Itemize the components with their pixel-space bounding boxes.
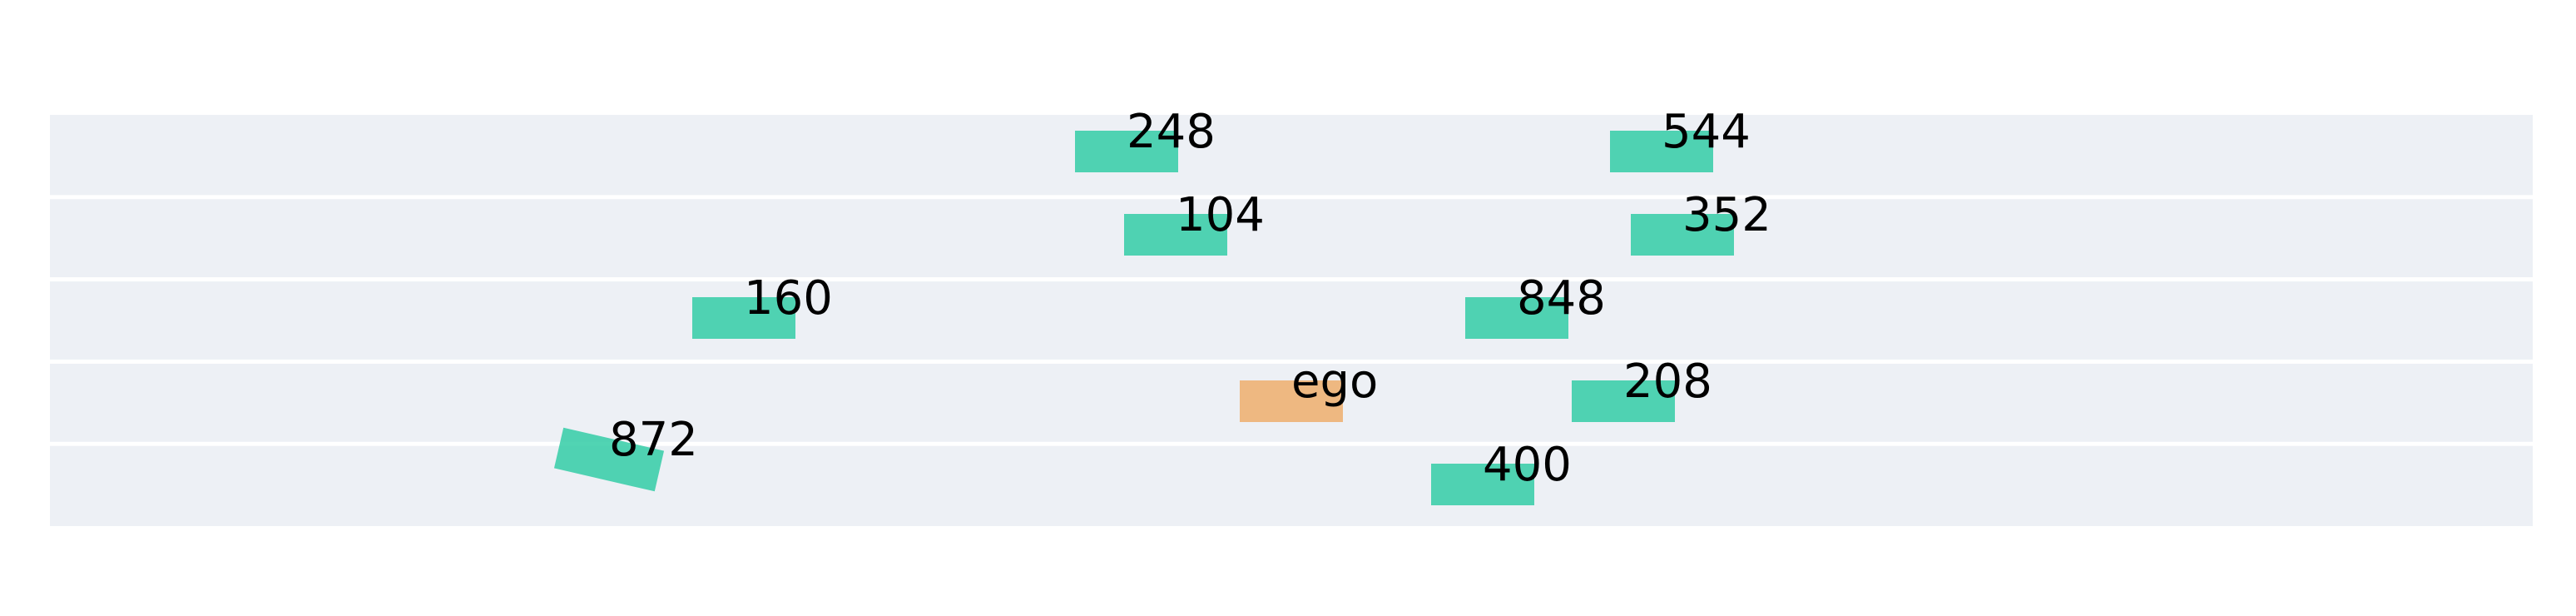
vehicle-label: 160 — [744, 271, 833, 325]
vehicle-label: 400 — [1483, 438, 1572, 492]
lane-divider — [50, 195, 2533, 200]
vehicle-848 — [1465, 297, 1568, 339]
vehicle-400 — [1431, 464, 1534, 505]
vehicle-160 — [692, 297, 795, 339]
vehicle-872 — [553, 427, 665, 492]
vehicle-label: 872 — [609, 413, 698, 467]
vehicle-label: 352 — [1682, 188, 1771, 242]
vehicle-544 — [1610, 131, 1713, 172]
vehicle-248 — [1075, 131, 1178, 172]
vehicle-104 — [1124, 214, 1227, 256]
lane-divider — [50, 441, 2533, 446]
ego-label: ego — [1291, 355, 1378, 409]
vehicle-label: 544 — [1662, 105, 1751, 159]
vehicle-208 — [1572, 380, 1675, 422]
lane-divider — [50, 359, 2533, 364]
vehicle-label: 208 — [1623, 355, 1712, 409]
vehicle-label: 848 — [1517, 271, 1606, 325]
vehicle-352 — [1631, 214, 1734, 256]
road-surface — [50, 115, 2533, 526]
vehicle-labels-layer: 248 544 104 352 160 848 ego 208 872 400 — [609, 105, 1771, 492]
vehicles-layer — [553, 131, 1734, 505]
lane-dividers — [50, 195, 2533, 446]
vehicle-label: 248 — [1127, 105, 1216, 159]
lane-divider — [50, 277, 2533, 282]
vehicle-label: 104 — [1176, 188, 1265, 242]
ego-vehicle — [1240, 380, 1343, 422]
